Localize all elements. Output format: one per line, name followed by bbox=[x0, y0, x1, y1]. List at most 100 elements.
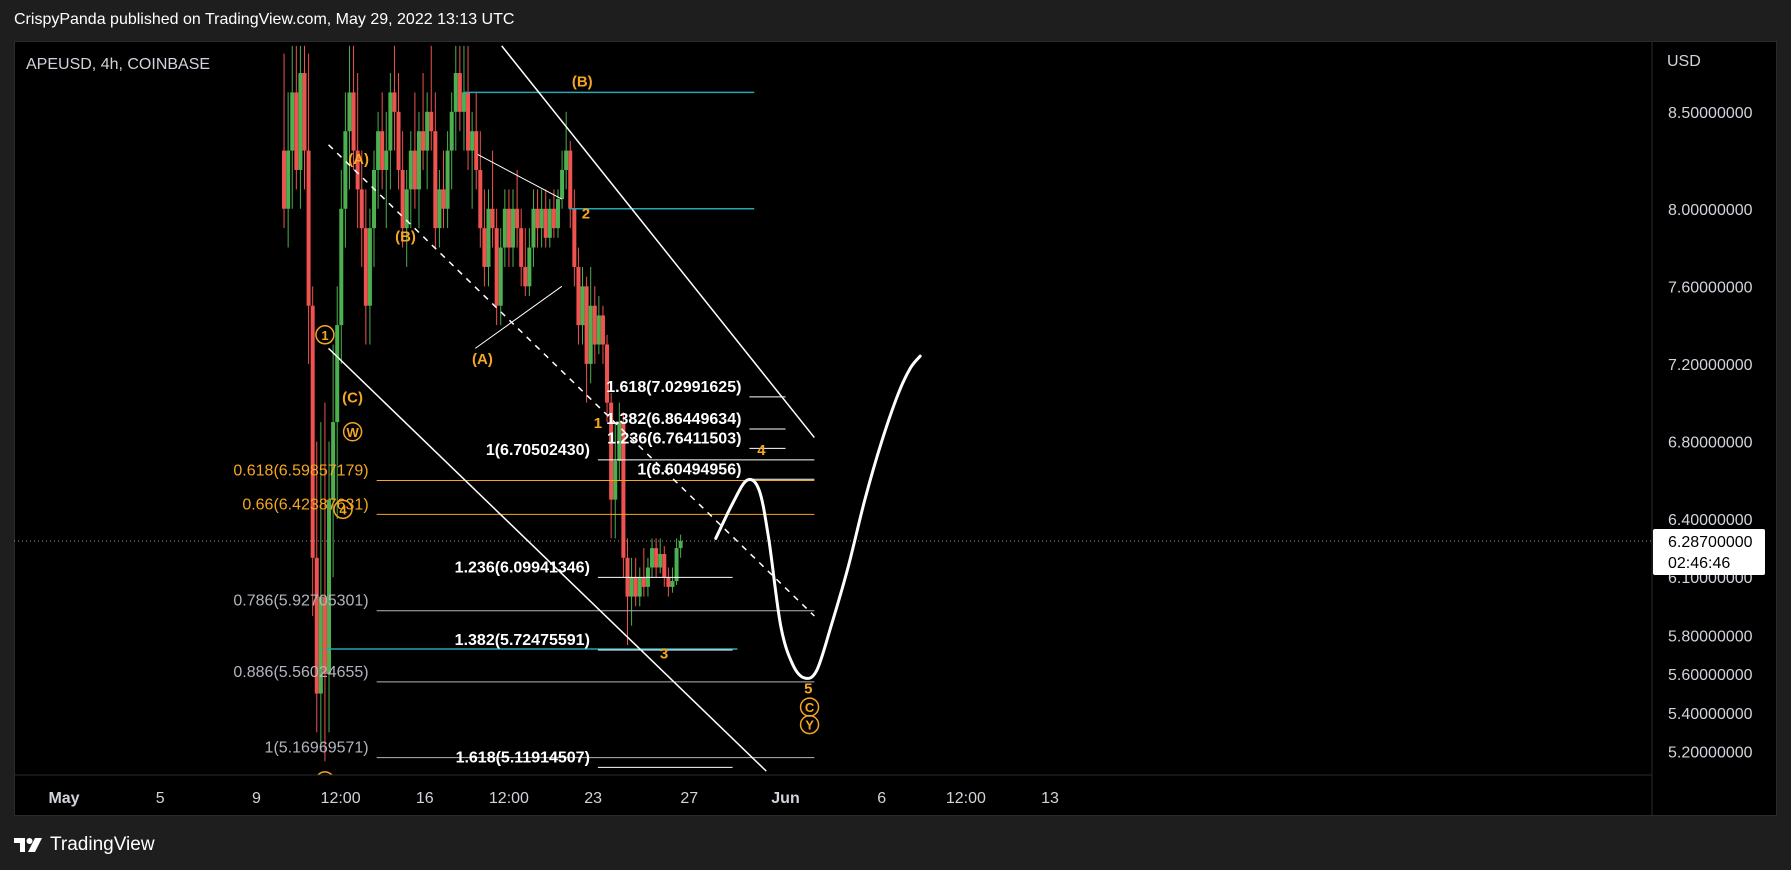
candle-body bbox=[347, 92, 352, 132]
wave-label: (B) bbox=[572, 74, 593, 91]
candle-body bbox=[506, 208, 511, 248]
candle-body bbox=[416, 131, 421, 190]
candle-body bbox=[670, 581, 675, 587]
candle-body bbox=[318, 596, 323, 694]
x-axis-tick: 16 bbox=[416, 790, 434, 807]
candle-body bbox=[327, 499, 332, 675]
candle-body bbox=[470, 131, 475, 151]
candle-body bbox=[429, 111, 434, 132]
candle-body bbox=[633, 577, 638, 597]
candle-body bbox=[605, 344, 610, 403]
fib-level-label: 0.786(5.92705301) bbox=[233, 593, 368, 610]
candle-body bbox=[282, 150, 287, 209]
fib-level-label: 0.618(6.59857179) bbox=[233, 463, 368, 480]
candle-body bbox=[355, 150, 360, 190]
candle-body bbox=[404, 189, 409, 229]
y-axis-tick: 5.60000000 bbox=[1668, 667, 1753, 684]
wave-circle bbox=[799, 714, 820, 735]
wave-circle-label: 4 bbox=[339, 502, 347, 517]
tradingview-logo-icon bbox=[14, 838, 42, 852]
candle-body bbox=[437, 189, 442, 229]
candle-body bbox=[474, 131, 479, 170]
candle-body bbox=[306, 150, 311, 306]
candle-body bbox=[539, 208, 544, 229]
candle-body bbox=[564, 150, 569, 170]
candle-body bbox=[384, 150, 389, 170]
candle-body bbox=[498, 247, 503, 306]
candle-body bbox=[286, 150, 291, 209]
wave-label: (C) bbox=[342, 390, 363, 407]
candle-body bbox=[654, 548, 659, 568]
wave-label: 4 bbox=[757, 442, 766, 459]
candle-body bbox=[351, 92, 356, 151]
fib-level-label: 1(5.16969571) bbox=[265, 740, 369, 757]
candle-body bbox=[343, 131, 348, 209]
candle-body bbox=[359, 189, 364, 229]
wave-circle-label: C bbox=[805, 700, 815, 715]
candle-body bbox=[372, 169, 377, 229]
y-axis-tick: 5.40000000 bbox=[1668, 706, 1753, 723]
candle-body bbox=[445, 150, 450, 209]
x-axis-tick: 13 bbox=[1041, 790, 1059, 807]
candle-body bbox=[314, 557, 319, 694]
candle-body bbox=[658, 553, 663, 568]
channel-upper-line bbox=[501, 45, 815, 439]
candle-body bbox=[339, 208, 344, 326]
candle-body bbox=[674, 548, 679, 582]
candle-body bbox=[617, 422, 622, 461]
x-axis-tick: May bbox=[48, 790, 79, 807]
axes-layer: May 5 9 12:00 16 12:00 23 27 Jun 6 12:00 138.500000… bbox=[14, 42, 1765, 816]
candle-body bbox=[363, 228, 368, 306]
candle-body bbox=[588, 305, 593, 364]
candle-body bbox=[408, 150, 413, 190]
candle-body bbox=[298, 73, 303, 170]
wave-circle bbox=[333, 499, 353, 520]
candle-body bbox=[535, 208, 540, 229]
candle-body bbox=[400, 169, 405, 229]
wave-label: (B) bbox=[395, 229, 416, 246]
candle-body bbox=[388, 92, 393, 151]
y-axis-tick: 5.20000000 bbox=[1668, 745, 1753, 762]
triangle-upper-line bbox=[477, 154, 563, 200]
y-axis-tick: 8.00000000 bbox=[1668, 202, 1753, 219]
y-axis-tick: 7.20000000 bbox=[1668, 357, 1753, 374]
wave-label: 5 bbox=[804, 681, 812, 698]
candle-body bbox=[322, 596, 327, 675]
wave-label: 1 bbox=[594, 415, 602, 432]
candle-body bbox=[551, 208, 556, 229]
candle-body bbox=[576, 266, 581, 326]
candle-body bbox=[629, 577, 634, 597]
y-axis-tick: 5.80000000 bbox=[1668, 628, 1753, 645]
candle-body bbox=[555, 199, 560, 229]
fib-extension-label: 1.618(7.02991625) bbox=[606, 379, 741, 396]
y-axis-tick: 7.60000000 bbox=[1668, 279, 1753, 296]
y-axis-tick: 6.80000000 bbox=[1668, 434, 1753, 451]
chart-title: APEUSD, 4h, COINBASE bbox=[26, 56, 210, 73]
candle-body bbox=[466, 92, 471, 151]
wave-circle bbox=[342, 422, 363, 442]
candle-body bbox=[376, 131, 381, 170]
dashed-trendline bbox=[328, 144, 815, 617]
channel-lower-line bbox=[328, 347, 767, 772]
countdown-timer: 02:46:46 bbox=[1668, 555, 1730, 572]
y-axis-tick: 6.40000000 bbox=[1668, 512, 1753, 529]
candle-body bbox=[572, 208, 577, 267]
x-axis-tick: 12:00 bbox=[321, 790, 361, 807]
wave-circle-label: 2 bbox=[321, 774, 328, 789]
fib-level-label: 0.886(5.56024655) bbox=[233, 664, 368, 681]
candle-body bbox=[412, 150, 417, 190]
x-axis-tick: 6 bbox=[877, 790, 886, 807]
fib-extension-label: 1(6.60494956) bbox=[637, 461, 741, 478]
levels-layer bbox=[14, 91, 1652, 768]
candle-body bbox=[519, 228, 524, 267]
candle-body bbox=[457, 73, 462, 112]
candle-body bbox=[527, 247, 532, 287]
fib-extension-label: 1.236(6.09941346) bbox=[455, 559, 590, 576]
wave-label: 2 bbox=[582, 205, 590, 222]
tradingview-brand[interactable]: TradingView bbox=[14, 832, 155, 858]
candle-body bbox=[666, 577, 671, 587]
wave-circle-label: Y bbox=[805, 718, 814, 733]
wave-circle-label: 1 bbox=[321, 328, 328, 343]
candle-body bbox=[609, 402, 614, 500]
